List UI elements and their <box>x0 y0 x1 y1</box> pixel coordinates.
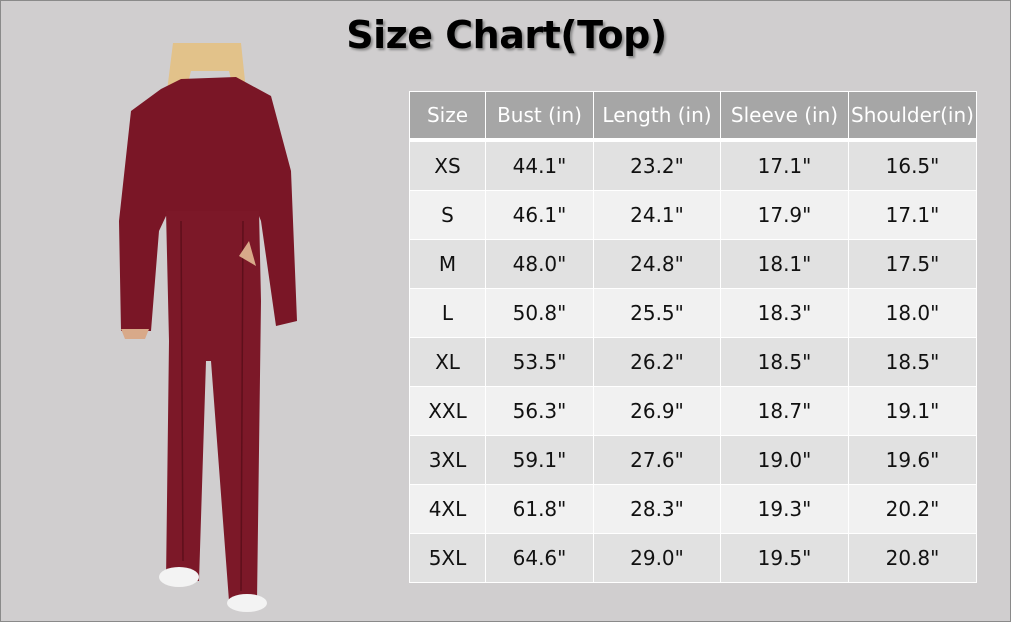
measurement-cell: 44.1" <box>485 139 594 191</box>
table-row: S 46.1" 24.1" 17.9" 17.1" <box>409 190 977 240</box>
measurement-cell: 17.9" <box>720 190 849 240</box>
size-cell: 4XL <box>409 484 486 534</box>
pants-seam <box>180 220 244 592</box>
column-header: Bust (in) <box>485 91 594 142</box>
measurement-cell: 20.8" <box>848 533 977 583</box>
measurement-cell: 28.3" <box>593 484 721 534</box>
size-cell: XS <box>409 139 486 191</box>
measurement-cell: 19.0" <box>720 435 849 485</box>
size-cell: 3XL <box>409 435 486 485</box>
table-row: L 50.8" 25.5" 18.3" 18.0" <box>409 288 977 338</box>
column-header: Length (in) <box>593 91 721 142</box>
column-header: Shoulder(in) <box>848 91 977 142</box>
size-cell: XL <box>409 337 486 387</box>
pants <box>166 211 261 601</box>
table-row: M 48.0" 24.8" 18.1" 17.5" <box>409 239 977 289</box>
size-cell: 5XL <box>409 533 486 583</box>
measurement-cell: 24.8" <box>593 239 721 289</box>
measurement-cell: 46.1" <box>485 190 594 240</box>
hand <box>121 241 256 339</box>
measurement-cell: 24.1" <box>593 190 721 240</box>
measurement-cell: 25.5" <box>593 288 721 338</box>
measurement-cell: 19.6" <box>848 435 977 485</box>
measurement-cell: 17.5" <box>848 239 977 289</box>
table-row: XS 44.1" 23.2" 17.1" 16.5" <box>409 139 977 191</box>
size-cell: XXL <box>409 386 486 436</box>
measurement-cell: 17.1" <box>848 190 977 240</box>
table-row: XXL 56.3" 26.9" 18.7" 19.1" <box>409 386 977 436</box>
measurement-cell: 18.0" <box>848 288 977 338</box>
column-header: Sleeve (in) <box>720 91 849 142</box>
table-row: XL 53.5" 26.2" 18.5" 18.5" <box>409 337 977 387</box>
hair <box>167 43 245 111</box>
size-cell: S <box>409 190 486 240</box>
measurement-cell: 53.5" <box>485 337 594 387</box>
measurement-cell: 18.5" <box>848 337 977 387</box>
measurement-cell: 26.9" <box>593 386 721 436</box>
measurement-cell: 19.1" <box>848 386 977 436</box>
size-table: Size Bust (in) Length (in) Sleeve (in) S… <box>409 91 977 583</box>
measurement-cell: 18.3" <box>720 288 849 338</box>
page-title: Size Chart(Top) <box>346 13 667 57</box>
table-row: 4XL 61.8" 28.3" 19.3" 20.2" <box>409 484 977 534</box>
measurement-cell: 19.5" <box>720 533 849 583</box>
measurement-cell: 59.1" <box>485 435 594 485</box>
measurement-cell: 18.5" <box>720 337 849 387</box>
measurement-cell: 16.5" <box>848 139 977 191</box>
measurement-cell: 56.3" <box>485 386 594 436</box>
measurement-cell: 27.6" <box>593 435 721 485</box>
measurement-cell: 29.0" <box>593 533 721 583</box>
table-row: 3XL 59.1" 27.6" 19.0" 19.6" <box>409 435 977 485</box>
measurement-cell: 23.2" <box>593 139 721 191</box>
shoe-right <box>227 594 267 612</box>
measurement-cell: 17.1" <box>720 139 849 191</box>
model-photo <box>119 43 297 612</box>
measurement-cell: 50.8" <box>485 288 594 338</box>
measurement-cell: 20.2" <box>848 484 977 534</box>
table-row: 5XL 64.6" 29.0" 19.5" 20.8" <box>409 533 977 583</box>
sweatshirt <box>119 77 297 331</box>
size-cell: L <box>409 288 486 338</box>
size-cell: M <box>409 239 486 289</box>
table-header-row: Size Bust (in) Length (in) Sleeve (in) S… <box>409 91 977 142</box>
measurement-cell: 48.0" <box>485 239 594 289</box>
shoe-left <box>159 567 199 587</box>
measurement-cell: 26.2" <box>593 337 721 387</box>
column-header: Size <box>409 91 486 142</box>
measurement-cell: 18.7" <box>720 386 849 436</box>
measurement-cell: 19.3" <box>720 484 849 534</box>
measurement-cell: 64.6" <box>485 533 594 583</box>
measurement-cell: 18.1" <box>720 239 849 289</box>
measurement-cell: 61.8" <box>485 484 594 534</box>
